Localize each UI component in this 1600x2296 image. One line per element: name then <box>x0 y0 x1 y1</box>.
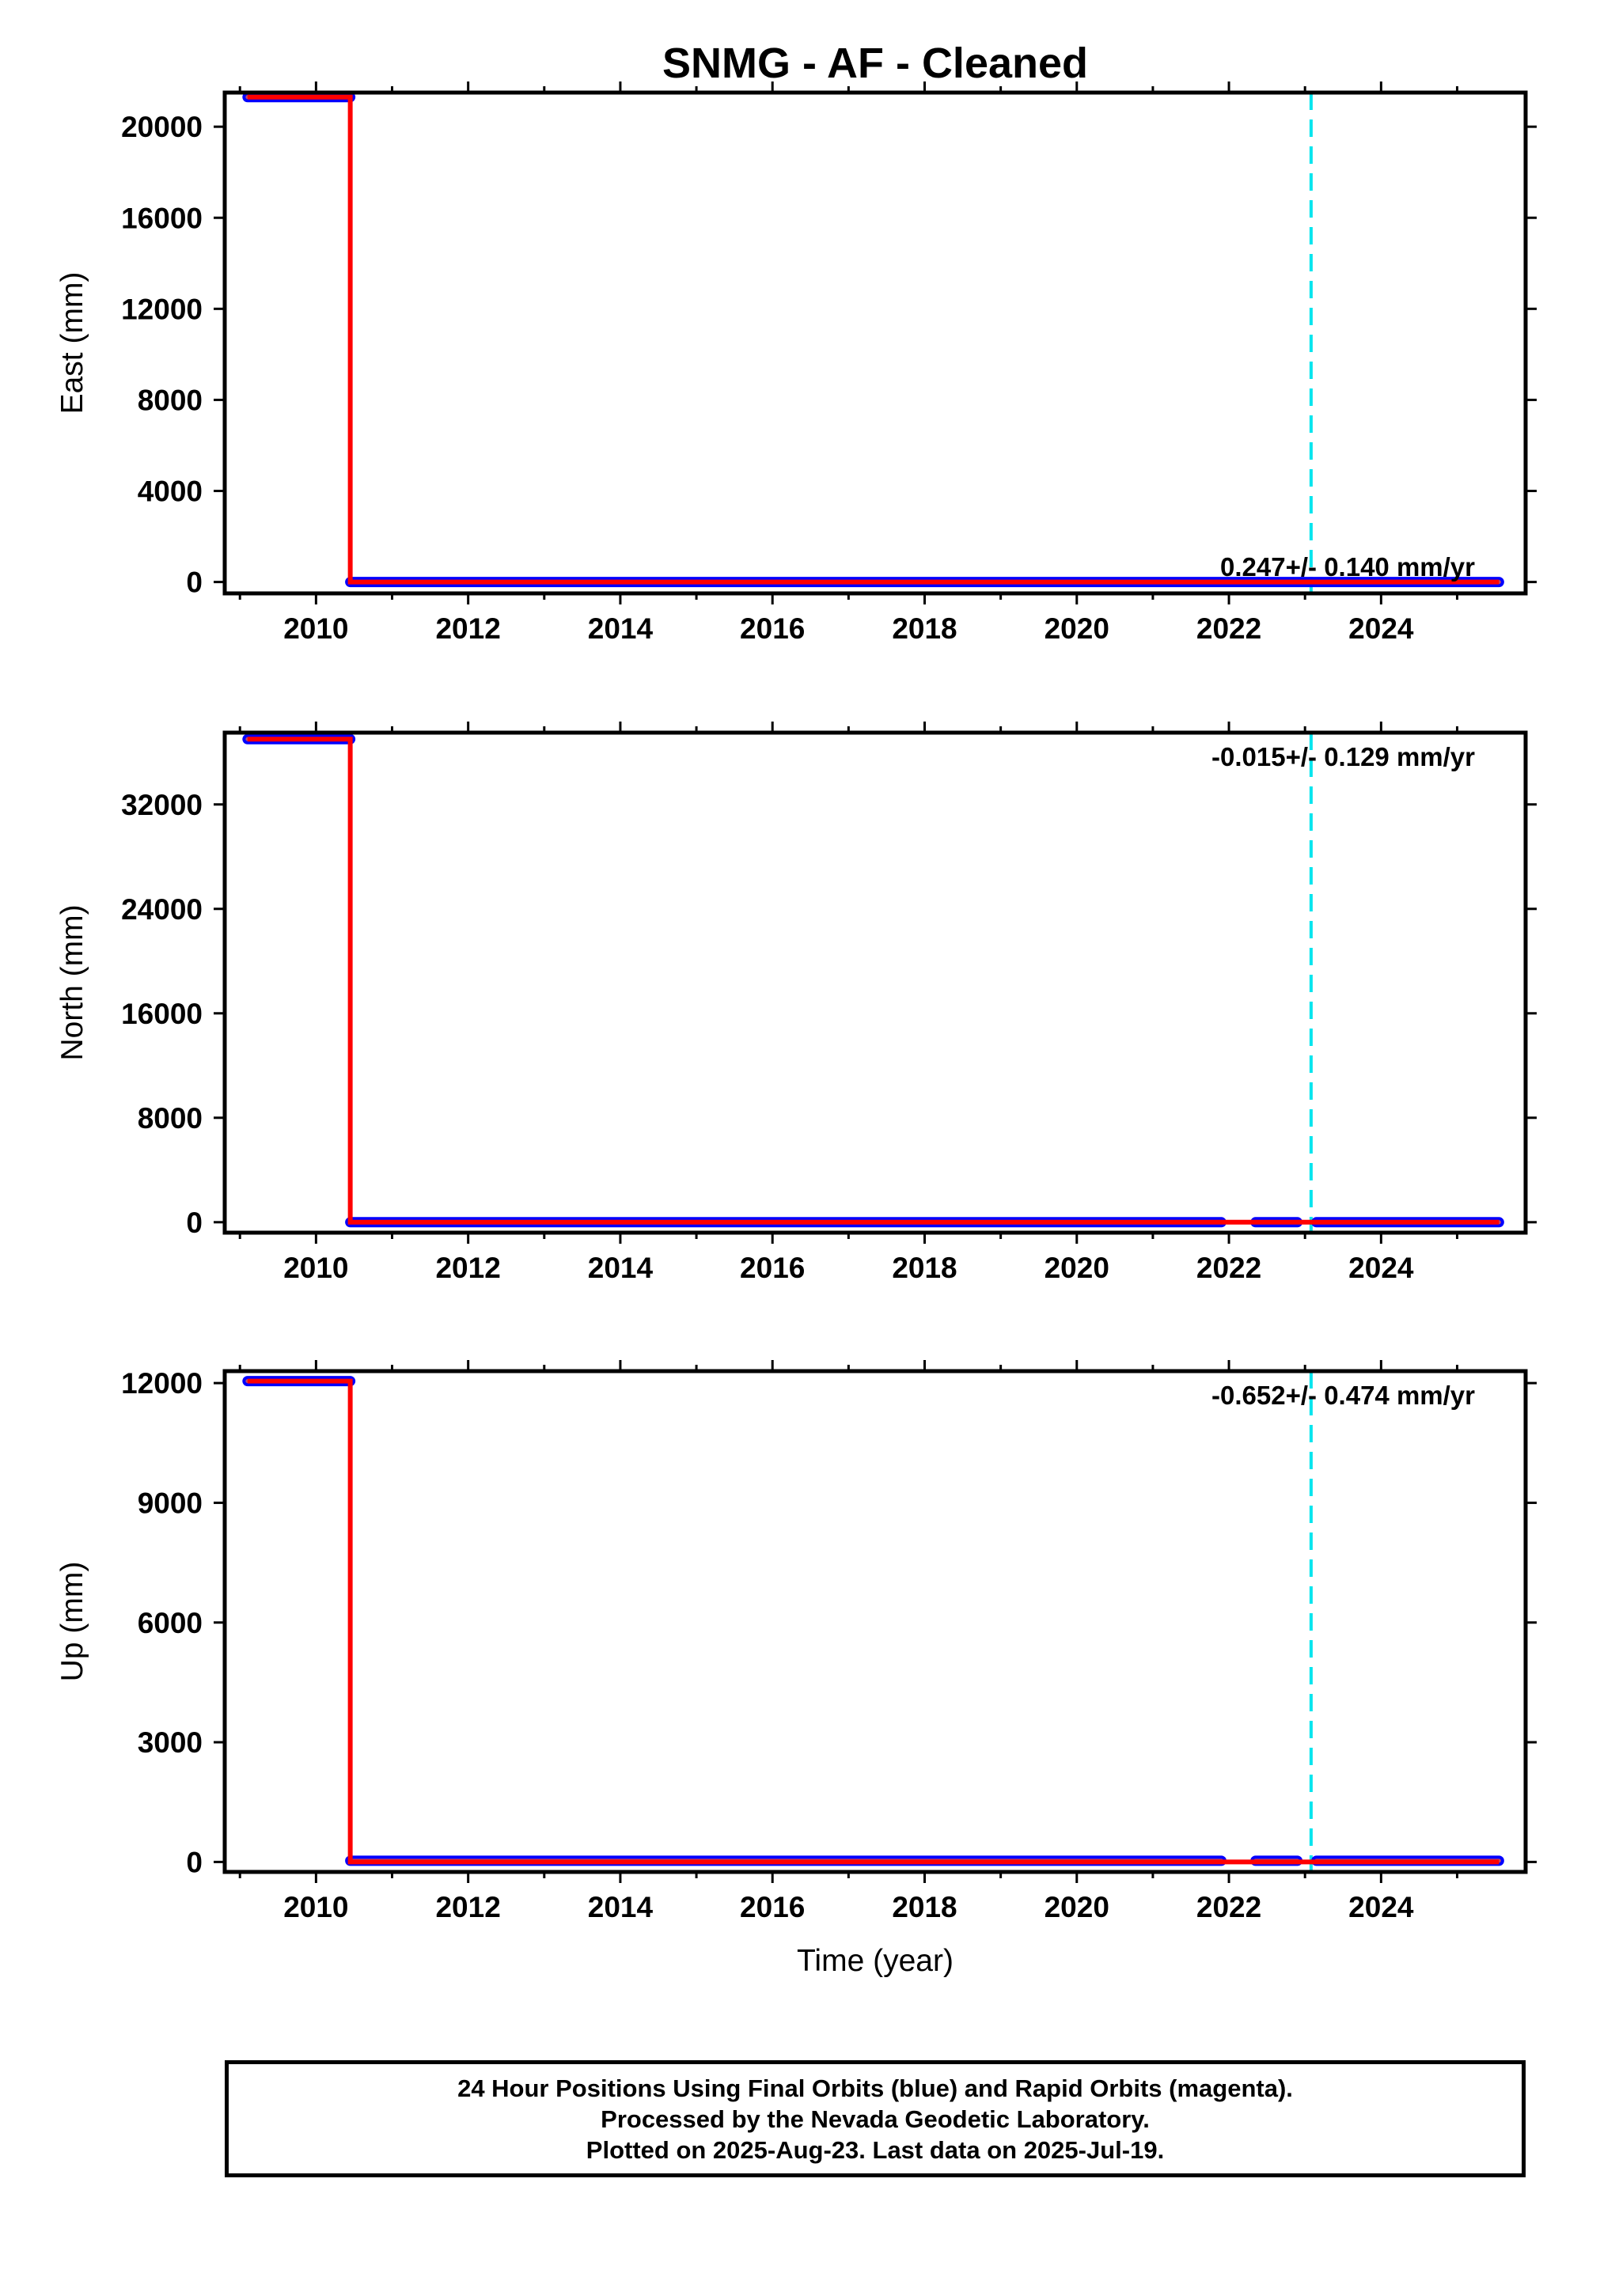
up-panel: 2010 2012 2014 2016 2018 2020 2022 2024 0 3000 600… <box>55 1360 1537 1978</box>
east-y-tick-label: 4000 <box>138 475 203 508</box>
up-rate-annotation: -0.652+/- 0.474 mm/yr <box>1211 1381 1475 1410</box>
north-y-tick-label: 24000 <box>121 893 203 926</box>
east-x-tick-label: 2018 <box>892 612 957 645</box>
north-x-tick-label: 2022 <box>1196 1252 1261 1284</box>
north-panel: 2010 2012 2014 2016 2018 2020 2022 2024 0 8000 160… <box>55 722 1537 1284</box>
north-y-tick-label: 0 <box>186 1207 203 1239</box>
north-x-tick-label: 2012 <box>435 1252 500 1284</box>
north-y-tick-label: 32000 <box>121 789 203 821</box>
east-y-tick-label: 12000 <box>121 293 203 325</box>
east-frame <box>222 90 1528 596</box>
north-y-axis-label: North (mm) <box>55 904 89 1060</box>
north-x-tick-label: 2020 <box>1045 1252 1109 1284</box>
up-y-tick-label: 6000 <box>138 1607 203 1639</box>
up-x-tick-label: 2016 <box>740 1891 805 1923</box>
east-y-axis-label: East (mm) <box>55 272 89 415</box>
north-y-tick-label: 16000 <box>121 998 203 1030</box>
east-x-tick-label: 2016 <box>740 612 805 645</box>
up-fit-line <box>247 1378 1500 1865</box>
north-x-tick-label: 2010 <box>283 1252 348 1284</box>
east-rate-annotation: 0.247+/- 0.140 mm/yr <box>1220 552 1475 582</box>
north-fit-line <box>247 737 1500 1225</box>
up-x-axis-label: Time (year) <box>797 1944 954 1978</box>
footer-line-1: 24 Hour Positions Using Final Orbits (bl… <box>457 2074 1293 2102</box>
east-fit-line <box>247 94 1500 585</box>
up-x-tick-label: 2020 <box>1045 1891 1109 1923</box>
up-x-tick-label: 2024 <box>1348 1891 1414 1923</box>
east-x-tick-label: 2012 <box>435 612 500 645</box>
north-x-tick-label: 2014 <box>588 1252 654 1284</box>
north-x-tick-label: 2024 <box>1348 1252 1414 1284</box>
north-rate-annotation: -0.015+/- 0.129 mm/yr <box>1211 742 1475 771</box>
north-y-tick-label: 8000 <box>138 1102 203 1135</box>
up-y-axis-label: Up (mm) <box>55 1562 89 1682</box>
east-x-tick-label: 2010 <box>283 612 348 645</box>
east-x-tick-label: 2014 <box>588 612 654 645</box>
east-y-tick-label: 8000 <box>138 384 203 416</box>
up-y-tick-label: 3000 <box>138 1726 203 1759</box>
north-x-tick-label: 2016 <box>740 1252 805 1284</box>
east-y-tick-label: 16000 <box>121 202 203 234</box>
up-x-tick-label: 2010 <box>283 1891 348 1923</box>
footer-line-2: Processed by the Nevada Geodetic Laborat… <box>601 2105 1150 2133</box>
panels: 2010 2012 2014 2016 2018 2020 2022 2024 0 4000 800… <box>55 81 1537 1978</box>
up-y-tick-label: 12000 <box>121 1367 203 1400</box>
up-frame <box>222 1369 1528 1874</box>
up-x-tick-label: 2022 <box>1196 1891 1261 1923</box>
chart-title: SNMG - AF - Cleaned <box>662 40 1088 87</box>
east-x-tick-label: 2020 <box>1045 612 1109 645</box>
up-y-tick-label: 0 <box>186 1846 203 1878</box>
east-panel: 2010 2012 2014 2016 2018 2020 2022 2024 0 4000 800… <box>55 81 1537 645</box>
east-x-tick-label: 2024 <box>1348 612 1414 645</box>
up-x-tick-label: 2012 <box>435 1891 500 1923</box>
east-y-tick-label: 20000 <box>121 111 203 143</box>
north-x-tick-label: 2018 <box>892 1252 957 1284</box>
footer-line-3: Plotted on 2025-Aug-23. Last data on 202… <box>586 2135 1165 2164</box>
east-x-tick-label: 2022 <box>1196 612 1261 645</box>
up-x-tick-label: 2018 <box>892 1891 957 1923</box>
north-frame <box>222 730 1528 1235</box>
up-y-tick-label: 9000 <box>138 1487 203 1519</box>
footer-box: 24 Hour Positions Using Final Orbits (bl… <box>225 2060 1526 2177</box>
up-x-tick-label: 2014 <box>588 1891 654 1923</box>
east-y-tick-label: 0 <box>186 566 203 599</box>
